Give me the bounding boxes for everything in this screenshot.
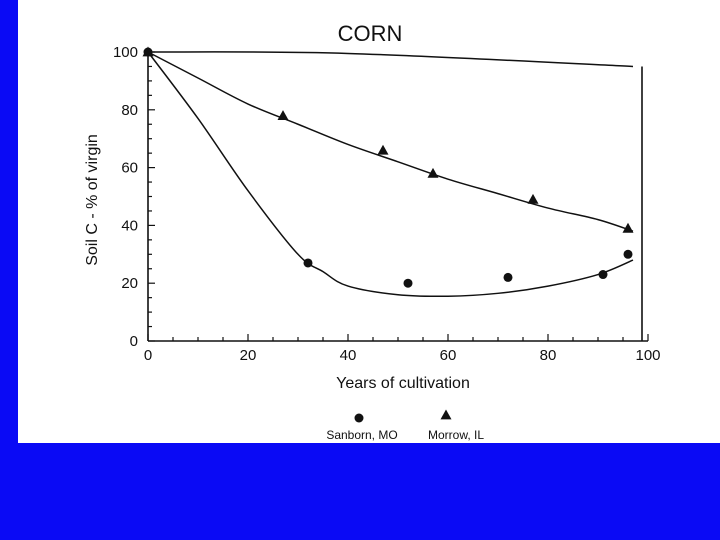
y-tick-label: 60 — [121, 160, 138, 177]
sanborn-point — [303, 258, 313, 268]
legend-circle-marker — [354, 413, 364, 423]
legend-label: Sanborn, MO — [326, 428, 397, 442]
x-tick-label: 60 — [440, 347, 457, 364]
sanborn-point — [403, 278, 413, 288]
legend-triangle-marker — [440, 409, 452, 420]
morrow-point — [142, 46, 154, 57]
x-axis-label: Years of cultivation — [336, 375, 470, 392]
morrow-point — [377, 144, 389, 155]
marker-layer — [142, 46, 634, 288]
x-tick-label: 80 — [540, 347, 557, 364]
sanborn-point — [598, 270, 608, 280]
sanborn-curve — [147, 51, 634, 298]
x-tick-label: 20 — [240, 347, 257, 364]
chart-title: CORN — [338, 21, 403, 46]
reference-curve — [147, 51, 634, 68]
x-tick-label: 40 — [340, 347, 357, 364]
y-tick-label: 20 — [121, 275, 138, 292]
morrow-curve — [147, 51, 634, 232]
y-tick-label: 0 — [130, 333, 138, 350]
sanborn-point — [503, 272, 513, 282]
morrow-point — [527, 193, 539, 204]
x-tick-label: 100 — [635, 347, 660, 364]
legend-label: Morrow, IL — [428, 428, 484, 442]
y-tick-label: 40 — [121, 217, 138, 234]
y-tick-label: 100 — [113, 44, 138, 61]
plot-frame — [147, 52, 648, 342]
curve-layer — [147, 51, 634, 298]
y-axis-label: Soil C - % of virgin — [84, 134, 101, 266]
morrow-point — [277, 110, 289, 120]
x-tick-label: 0 — [144, 347, 152, 364]
morrow-point — [622, 222, 634, 233]
morrow-point — [427, 167, 439, 178]
legend: Sanborn, MO Morrow, IL — [326, 409, 484, 442]
sanborn-point — [623, 249, 633, 259]
tick-layer: 0 20 40 60 80 100 0 20 40 60 80 100 — [113, 44, 661, 364]
y-tick-label: 80 — [121, 102, 138, 119]
